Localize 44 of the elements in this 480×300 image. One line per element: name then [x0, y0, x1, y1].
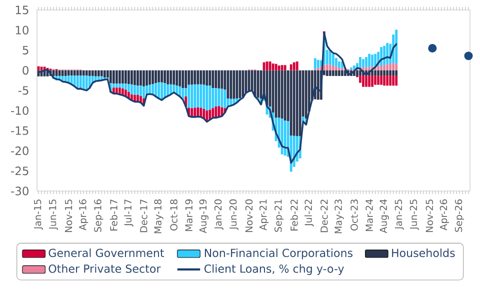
y-tick-label: -10 [11, 106, 28, 115]
x-tick-label: Feb-22 [290, 200, 298, 231]
y-tick-label: -15 [11, 126, 28, 135]
x-tick-label: May-23 [334, 200, 344, 234]
x-tick-label: Jun-20 [229, 199, 238, 230]
x-tick-label: Mar-19 [185, 199, 192, 232]
y-tick-label: -25 [11, 166, 28, 176]
x-tick-label: Nov-25 [426, 200, 434, 232]
x-tick-label: Jul-17 [124, 200, 134, 227]
y-tick-label: 15 [16, 6, 28, 14]
x-tick-label: Nov-20 [245, 199, 253, 232]
x-tick-label: Oct-18 [170, 199, 178, 230]
x-tick-label: Jun-15 [49, 200, 58, 230]
x-tick-label: Apr-26 [440, 199, 449, 230]
y-tick-label: -30 [11, 186, 28, 196]
x-tick-label: Apr-16 [79, 199, 88, 230]
x-tick-label: Mar-24 [366, 199, 373, 232]
x-tick-label: Jun-25 [410, 200, 419, 230]
x-tick-label: Oct-23 [350, 200, 358, 230]
y-tick-label: -20 [11, 146, 28, 156]
x-tick-label: May-18 [154, 199, 164, 234]
x-tick-label: Dec-17 [140, 200, 148, 232]
legend-label: Households [392, 248, 455, 258]
y-tick-label: -5 [18, 86, 28, 95]
x-tick-label: Jan-20 [214, 199, 224, 230]
x-tick-label: Feb-17 [110, 200, 118, 231]
x-tick-label: Jul-22 [304, 200, 314, 227]
y-tick-label: 10 [16, 26, 28, 34]
x-tick-label: Apr-21 [259, 200, 269, 230]
x-tick-label: Jan-15 [34, 200, 43, 230]
x-tick-label: Sep-21 [274, 200, 284, 232]
x-tick-label: Dec-22 [320, 200, 328, 232]
x-tick-label: Sep-16 [94, 199, 104, 232]
y-tick-label: 5 [22, 46, 28, 54]
x-tick-label: Aug-19 [199, 199, 208, 234]
x-tick-label: Nov-15 [65, 200, 72, 232]
legend-label: Non-Financial Corporations [204, 248, 352, 260]
x-tick-label: Jan-25 [394, 200, 404, 230]
legend-label: General Government [48, 248, 164, 258]
y-tick-label: 0 [22, 66, 28, 75]
x-tick-label: Aug-24 [380, 199, 389, 234]
legend-label: Other Private Sector [48, 264, 161, 273]
legend-label: Client Loans, % chg y-o-y [204, 264, 344, 275]
x-tick-label: Sep-26 [454, 199, 464, 232]
